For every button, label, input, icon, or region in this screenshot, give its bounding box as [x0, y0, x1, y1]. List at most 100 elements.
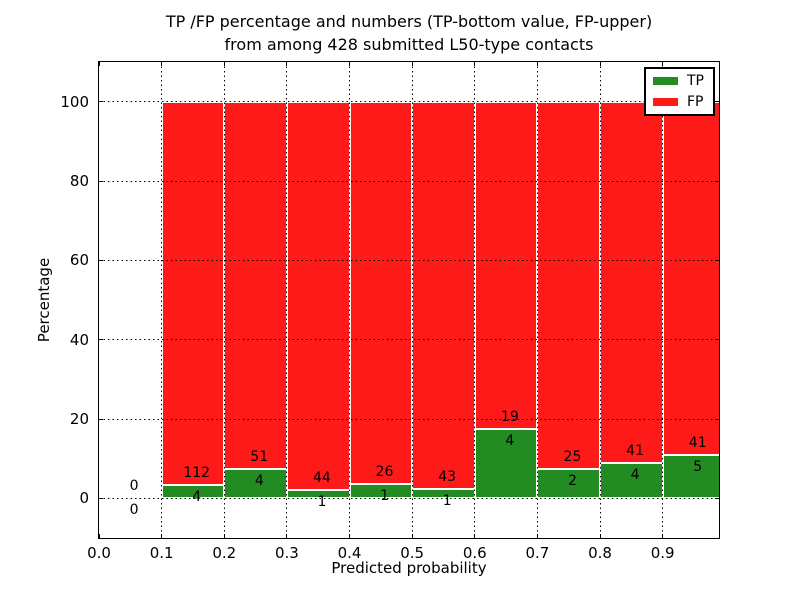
tp-count-label: 4 [630, 467, 640, 484]
bar-fp-segment [412, 101, 475, 490]
x-tick-mark-top [662, 62, 664, 66]
y-tick-mark-right [715, 259, 719, 261]
tp-count-label: 1 [442, 493, 452, 510]
fp-count-label: 41 [626, 443, 644, 460]
v-gridline [599, 62, 601, 538]
x-axis-label: Predicted probability [331, 559, 487, 577]
h-gridline [99, 101, 719, 103]
y-tick-mark-right [715, 180, 719, 182]
bar-tp-segment [537, 468, 600, 499]
x-tick-label: 0.2 [212, 544, 237, 562]
fp-count-label: 51 [250, 449, 269, 466]
tp-count-label: 5 [693, 459, 703, 476]
y-tick-mark [99, 101, 103, 103]
y-tick-label: 40 [69, 330, 89, 349]
plot-area: TP FP 0 0 112 4 51 4 44 1 26 1 43 1 19 4 25 2 41 4 41 5 [98, 61, 720, 539]
bar-fp-segment [662, 101, 719, 456]
y-tick-mark-right [715, 418, 719, 420]
y-tick-mark [99, 418, 103, 420]
v-gridline [536, 62, 538, 538]
legend-swatch-fp [653, 98, 678, 106]
y-tick-label: 0 [79, 489, 89, 508]
chart-title: TP /FP percentage and numbers (TP-bottom… [99, 10, 719, 56]
h-gridline [99, 259, 719, 261]
y-tick-mark-right [715, 497, 719, 499]
fp-count-label: 43 [438, 469, 457, 486]
v-gridline [161, 62, 163, 538]
legend-label: TP [687, 73, 704, 89]
x-tick-mark [662, 534, 664, 538]
bar-fp-segment [600, 101, 663, 464]
x-tick-mark [349, 534, 350, 538]
x-tick-label: 0.1 [149, 544, 174, 562]
legend: TP FP [644, 67, 715, 116]
bar-fp-segment [161, 101, 225, 485]
y-axis-label: Percentage [35, 257, 53, 343]
x-tick-mark [161, 534, 163, 538]
y-tick-mark [99, 259, 103, 261]
v-gridline [349, 62, 350, 538]
x-tick-label: 0.8 [588, 544, 612, 562]
fp-count-label: 0 [129, 478, 139, 495]
fp-count-label: 41 [688, 435, 707, 452]
x-tick-label: 0.3 [274, 544, 299, 562]
x-tick-label: 0.4 [337, 544, 362, 562]
x-tick-mark [599, 534, 601, 538]
x-tick-mark-top [99, 62, 100, 66]
tp-count-label: 1 [380, 487, 390, 504]
bar-fp-segment [286, 101, 350, 490]
x-tick-label: 0.9 [650, 544, 675, 562]
x-tick-mark-top [161, 62, 163, 66]
fp-count-label: 19 [500, 409, 519, 426]
tp-count-label: 4 [505, 433, 515, 450]
h-gridline [99, 180, 719, 182]
legend-label: FP [687, 94, 704, 110]
fp-count-label: 26 [375, 463, 394, 480]
legend-item: FP [653, 95, 704, 109]
bar-tp-segment [600, 463, 663, 499]
x-tick-mark [474, 534, 476, 538]
tp-count-label: 1 [317, 493, 327, 510]
y-tick-label: 20 [69, 410, 89, 428]
fp-count-label: 25 [563, 448, 582, 465]
tp-count-label: 4 [192, 488, 202, 505]
v-gridline [286, 62, 288, 538]
x-tick-label: 0.5 [400, 544, 425, 562]
tp-count-label: 4 [254, 473, 264, 490]
x-tick-mark-top [286, 62, 288, 66]
x-tick-label: 0.0 [87, 544, 111, 562]
x-tick-mark [99, 534, 100, 538]
y-tick-label: 100 [60, 92, 89, 111]
h-gridline [99, 418, 719, 420]
legend-swatch-tp [653, 77, 678, 85]
y-tick-mark-right [715, 101, 719, 103]
tp-count-label: 0 [129, 502, 139, 519]
fp-count-label: 112 [183, 464, 211, 481]
legend-item: TP [653, 74, 704, 88]
fp-count-label: 44 [313, 469, 331, 486]
x-tick-mark-top [223, 62, 225, 66]
bar-fp-segment [224, 101, 287, 470]
x-tick-label: 0.7 [525, 544, 550, 562]
x-tick-mark [411, 534, 413, 538]
chart-title-line2: from among 428 submitted L50-type contac… [224, 35, 594, 54]
y-tick-mark [99, 339, 103, 341]
x-tick-mark [536, 534, 538, 538]
y-tick-mark [99, 497, 103, 499]
bar-fp-segment [474, 101, 538, 430]
v-gridline [474, 62, 476, 538]
x-tick-mark-top [536, 62, 538, 66]
tp-count-label: 2 [567, 472, 577, 489]
x-tick-mark-top [599, 62, 601, 66]
x-tick-mark-top [411, 62, 413, 66]
x-tick-mark-top [474, 62, 476, 66]
h-gridline [99, 339, 719, 341]
y-tick-label: 60 [69, 251, 89, 270]
v-gridline [411, 62, 413, 538]
y-tick-mark [99, 180, 103, 182]
y-tick-label: 80 [69, 172, 89, 190]
v-gridline [662, 62, 664, 538]
h-gridline [99, 497, 719, 499]
y-tick-mark-right [715, 339, 719, 341]
